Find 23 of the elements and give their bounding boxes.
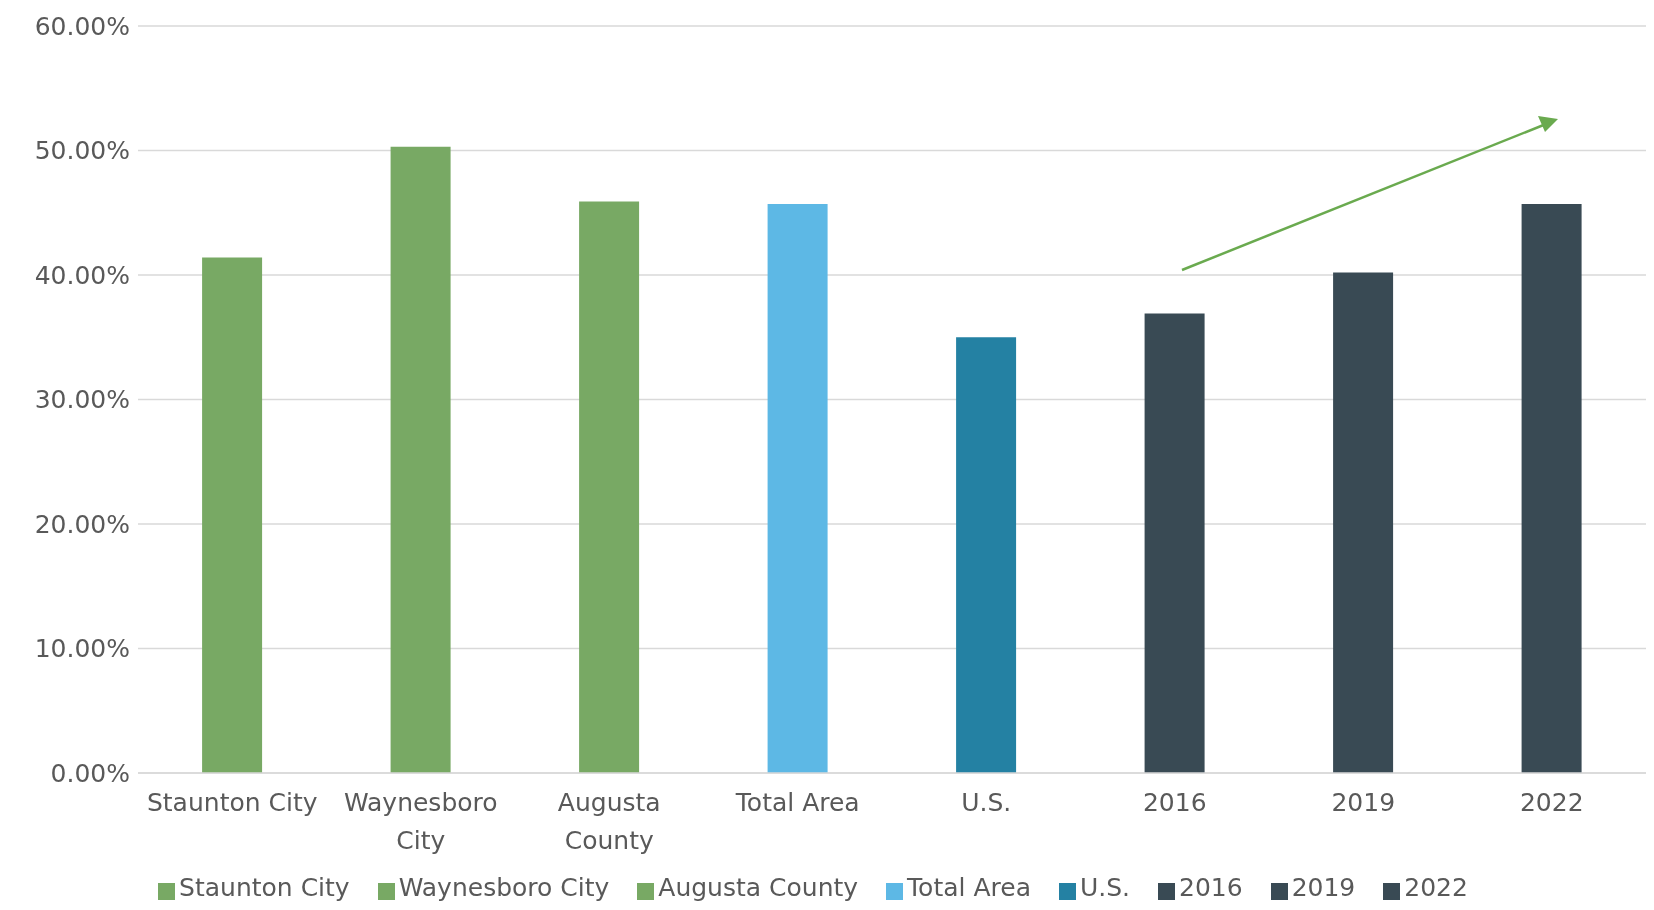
x-tick-label: Total Area xyxy=(734,788,860,817)
legend-label: Total Area xyxy=(907,873,1031,902)
x-tick-label: Staunton City xyxy=(146,788,318,817)
x-tick-label: U.S. xyxy=(961,788,1012,817)
legend-label: 2016 xyxy=(1179,873,1243,902)
legend-label: Augusta County xyxy=(658,873,859,902)
y-tick-label: 60.00% xyxy=(34,11,130,41)
x-tick-label: 2016 xyxy=(1142,788,1207,817)
x-tick-label: Augusta County xyxy=(557,788,661,855)
y-tick-label: 20.00% xyxy=(34,509,130,539)
legend-label: Staunton City xyxy=(179,873,350,902)
y-tick-label: 50.00% xyxy=(34,136,130,166)
x-tick-label: 2022 xyxy=(1519,788,1584,817)
y-tick-label: 0.00% xyxy=(50,758,130,788)
y-tick-label: 10.00% xyxy=(34,634,130,664)
y-tick-label: 40.00% xyxy=(34,260,130,290)
x-tick-label: Waynesboro City xyxy=(343,788,498,855)
x-tick-label: 2019 xyxy=(1331,788,1396,817)
legend-label: 2022 xyxy=(1404,873,1468,902)
legend-label: 2019 xyxy=(1291,873,1356,902)
y-tick-label: 30.00% xyxy=(34,385,130,415)
legend-label: Waynesboro City xyxy=(398,873,610,902)
legend-label: U.S. xyxy=(1079,873,1131,902)
